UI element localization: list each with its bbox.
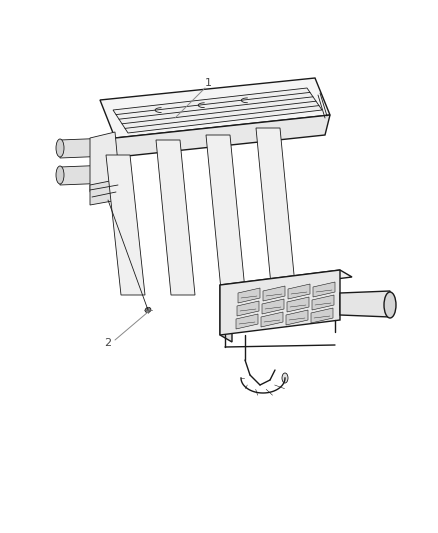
Polygon shape [287, 297, 309, 312]
Polygon shape [220, 270, 352, 292]
Polygon shape [263, 286, 285, 301]
Ellipse shape [56, 139, 64, 157]
Polygon shape [206, 135, 245, 290]
Polygon shape [312, 295, 334, 310]
Polygon shape [238, 288, 260, 303]
Polygon shape [313, 282, 335, 297]
Polygon shape [106, 155, 145, 295]
Polygon shape [113, 88, 322, 133]
Ellipse shape [145, 308, 151, 313]
Polygon shape [90, 132, 120, 192]
Polygon shape [286, 310, 308, 325]
Polygon shape [236, 314, 258, 329]
Ellipse shape [282, 373, 288, 383]
Polygon shape [60, 165, 110, 185]
Polygon shape [60, 138, 110, 158]
Polygon shape [237, 301, 259, 316]
Polygon shape [100, 78, 330, 138]
Text: 2: 2 [104, 338, 112, 348]
Polygon shape [261, 312, 283, 327]
Polygon shape [108, 115, 330, 158]
Ellipse shape [384, 292, 396, 318]
Polygon shape [311, 308, 333, 323]
Polygon shape [256, 128, 295, 285]
Text: 1: 1 [205, 78, 212, 88]
Ellipse shape [106, 139, 114, 157]
Polygon shape [340, 291, 390, 317]
Ellipse shape [56, 166, 64, 184]
Polygon shape [220, 270, 340, 335]
Polygon shape [156, 140, 195, 295]
Polygon shape [220, 285, 232, 342]
Polygon shape [288, 284, 310, 299]
Ellipse shape [106, 166, 114, 184]
Polygon shape [90, 180, 118, 205]
Polygon shape [262, 299, 284, 314]
